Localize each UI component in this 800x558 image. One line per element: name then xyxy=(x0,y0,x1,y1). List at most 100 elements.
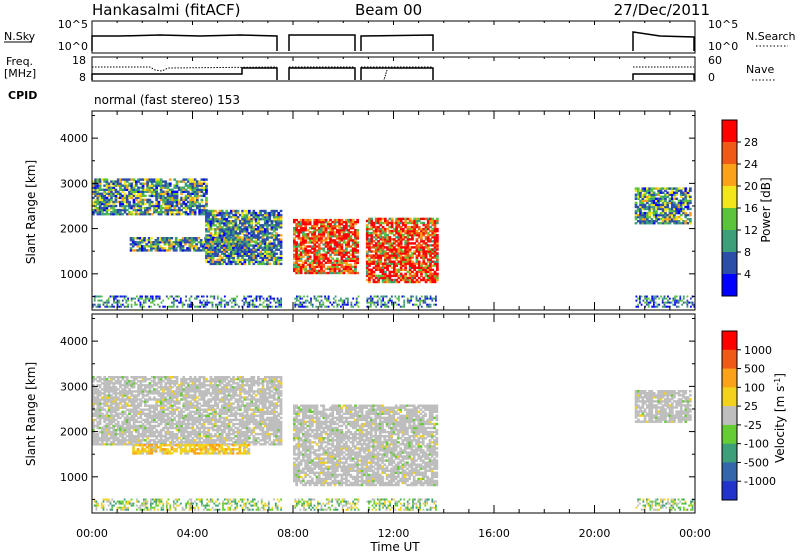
noise-cell xyxy=(324,296,326,298)
echo-cell xyxy=(110,427,113,429)
echo-cell xyxy=(420,244,423,246)
echo-cell xyxy=(160,435,163,437)
echo-cell xyxy=(427,232,430,234)
echo-cell xyxy=(134,241,137,243)
noise-cell xyxy=(340,300,342,302)
echo-cell xyxy=(384,271,387,273)
echo-cell xyxy=(398,261,401,263)
noise-cell xyxy=(637,306,639,308)
echo-cell xyxy=(386,263,389,265)
echo-cell xyxy=(151,380,154,382)
echo-cell xyxy=(331,262,334,264)
echo-cell xyxy=(130,205,133,207)
noise-cell xyxy=(391,304,393,306)
echo-cell xyxy=(639,200,642,202)
echo-cell xyxy=(203,187,206,189)
echo-cell xyxy=(110,207,113,209)
noise-cell xyxy=(301,306,303,308)
echo-cell xyxy=(398,254,401,256)
noise-cell xyxy=(671,302,673,304)
noise-cell xyxy=(247,306,249,308)
echo-cell xyxy=(264,210,267,212)
noise-cell xyxy=(639,300,641,302)
noise-cell xyxy=(173,298,175,300)
echo-cell xyxy=(130,211,133,213)
noise-cell xyxy=(252,304,254,306)
echo-cell xyxy=(167,195,170,197)
echo-cell xyxy=(108,411,111,413)
noise-cell xyxy=(664,306,666,308)
echo-cell xyxy=(225,240,228,242)
echo-cell xyxy=(368,242,371,244)
noise-cell xyxy=(157,296,159,298)
echo-cell xyxy=(352,247,355,249)
echo-cell xyxy=(262,218,265,220)
nsky-label: N.Sky xyxy=(4,30,36,43)
echo-cell xyxy=(434,261,437,263)
echo-cell xyxy=(416,220,419,222)
echo-cell xyxy=(248,224,251,226)
echo-cell xyxy=(680,202,683,204)
echo-cell xyxy=(151,439,154,441)
noise-cell xyxy=(101,296,103,298)
noise-cell xyxy=(345,304,347,306)
echo-cell xyxy=(160,417,163,419)
noise-cell xyxy=(641,304,643,306)
noise-cell xyxy=(321,306,323,308)
echo-cell xyxy=(171,201,174,203)
echo-cell xyxy=(142,394,145,396)
noise-cell xyxy=(372,302,374,304)
echo-cell xyxy=(639,190,642,192)
echo-cell xyxy=(298,266,301,268)
echo-cell xyxy=(680,196,683,198)
echo-cell xyxy=(255,236,258,238)
noise-cell xyxy=(194,306,196,308)
echo-cell xyxy=(144,384,147,386)
noise-cell xyxy=(342,304,344,306)
echo-cell xyxy=(273,247,276,249)
noise-cell xyxy=(118,306,120,308)
echo-cell xyxy=(653,202,656,204)
noise-cell xyxy=(386,306,388,308)
echo-cell xyxy=(320,231,323,233)
echo-cell xyxy=(253,212,256,214)
noise-cell xyxy=(662,306,664,308)
echo-cell xyxy=(248,210,251,212)
echo-cell xyxy=(409,246,412,248)
echo-cell xyxy=(680,222,683,224)
echo-cell xyxy=(646,187,649,189)
echo-cell xyxy=(280,259,283,261)
echo-cell xyxy=(97,394,100,396)
echo-cell xyxy=(416,232,419,234)
noise-cell xyxy=(208,302,210,304)
echo-cell xyxy=(427,236,430,238)
echo-cell xyxy=(201,178,204,180)
echo-cell xyxy=(151,195,154,197)
echo-cell xyxy=(241,240,244,242)
nave-spike xyxy=(384,70,387,80)
noise-cell xyxy=(103,302,105,304)
echo-cell xyxy=(298,231,301,233)
noise-cell xyxy=(270,306,272,308)
echo-cell xyxy=(160,394,163,396)
echo-cell xyxy=(311,241,314,243)
echo-cell xyxy=(391,248,394,250)
noise-cell xyxy=(641,296,643,298)
echo-cell xyxy=(402,218,405,220)
noise-cell xyxy=(219,304,221,306)
noise-cell xyxy=(217,304,219,306)
noise-cell xyxy=(134,298,136,300)
echo-cell xyxy=(316,272,319,274)
echo-cell xyxy=(373,261,376,263)
noise-cell xyxy=(212,306,214,308)
echo-cell xyxy=(391,261,394,263)
echo-cell xyxy=(375,248,378,250)
echo-cell xyxy=(304,272,307,274)
echo-cell xyxy=(103,382,106,384)
echo-cell xyxy=(316,225,319,227)
echo-cell xyxy=(689,202,692,204)
echo-cell xyxy=(212,240,215,242)
noise-cell xyxy=(245,298,247,300)
echo-cell xyxy=(253,259,256,261)
noise-cell xyxy=(270,298,272,300)
